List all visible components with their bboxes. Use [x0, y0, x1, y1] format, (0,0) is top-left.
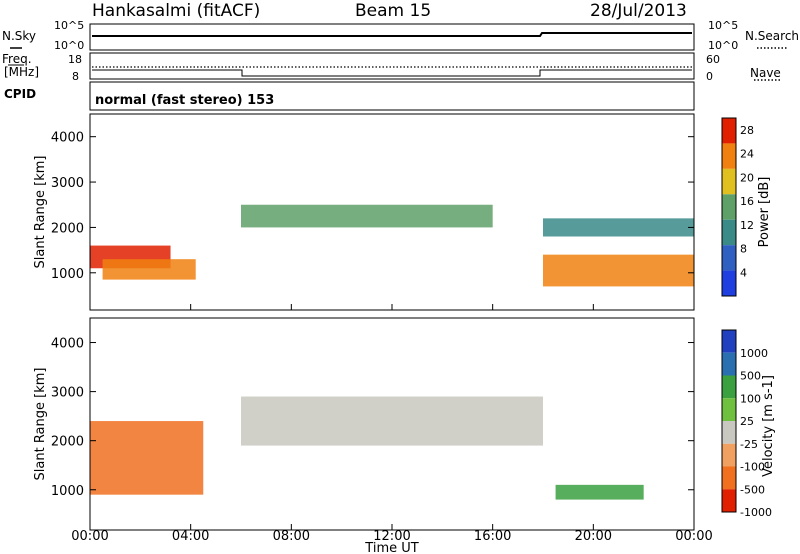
velocity-colorbar-tick-6: -500 — [740, 483, 765, 496]
time-axis: 00:00 04:00 08:00 12:00 16:00 20:00 00:00 — [71, 529, 712, 544]
freq-tick-top: 18 — [68, 53, 82, 66]
velocity-colorbar-segment-3 — [722, 398, 736, 421]
power-colorbar-segment-0 — [722, 118, 736, 144]
nsky-label: N.Sky — [2, 29, 37, 43]
power-colorbar-segment-6 — [722, 270, 736, 296]
station-title: Hankasalmi (fitACF) — [92, 1, 261, 21]
power-colorbar-segment-1 — [722, 143, 736, 169]
power-y-tick-label-0: 1000 — [51, 267, 84, 282]
velocity-colorbar-tick-1: 500 — [740, 370, 761, 383]
power-colorbar-segment-4 — [722, 219, 736, 246]
power-colorbar-segment-2 — [722, 168, 736, 195]
cpid-value: normal (fast stereo) 153 — [95, 93, 275, 108]
velocity-colorbar-segment-4 — [722, 421, 736, 444]
time-tick-label-4: 16:00 — [474, 529, 511, 544]
velocity-colorbar-label: Velocity [m s-1] — [761, 375, 776, 477]
power-y-axis-label: Slant Range [km] — [33, 156, 48, 269]
velocity-y-tick-label-1: 2000 — [51, 435, 84, 450]
velocity-region-2 — [555, 484, 644, 500]
power-region-1 — [102, 259, 196, 280]
velocity-colorbar-frame — [721, 329, 737, 513]
time-tick-label-6: 00:00 — [675, 529, 712, 544]
velocity-colorbar-tick-4: -25 — [740, 438, 758, 451]
time-tick-label-2: 08:00 — [273, 529, 310, 544]
power-colorbar-label: Power [dB] — [757, 177, 772, 248]
velocity-colorbar-segment-2 — [722, 375, 736, 399]
freq-label: Freq. — [2, 52, 32, 66]
velocity-y-tick-label-2: 3000 — [51, 386, 84, 401]
velocity-region-1 — [241, 396, 543, 446]
power-y-tick-label-2: 3000 — [51, 176, 84, 191]
time-tick-label-5: 20:00 — [575, 529, 612, 544]
time-tick-label-0: 00:00 — [71, 529, 108, 544]
velocity-colorbar-segment-1 — [722, 352, 736, 376]
freq-trace — [92, 69, 692, 77]
power-region-4 — [543, 218, 694, 237]
cpid-label: CPID — [4, 87, 37, 101]
cpid-panel-frame — [89, 81, 695, 111]
power-y-tick-label-3: 4000 — [51, 131, 84, 146]
noise-panel-frame — [89, 23, 695, 51]
noise-tick-top-right: 10^5 — [708, 19, 738, 32]
beam-title: Beam 15 — [355, 1, 432, 21]
power-colorbar-frame — [721, 117, 737, 297]
velocity-colorbar-tick-7: -1000 — [740, 506, 772, 519]
velocity-colorbar-segment-0 — [722, 330, 736, 353]
freq-panel-frame — [89, 52, 695, 80]
time-tick-label-1: 04:00 — [172, 529, 209, 544]
nave-tick-top: 60 — [706, 53, 720, 66]
noise-tick-top-left: 10^5 — [54, 19, 84, 32]
velocity-colorbar: 1000 500 100 25 -25 -100 -500 -1000 — [721, 329, 772, 519]
time-axis-label: Time UT — [364, 541, 418, 554]
power-axes: 1000 2000 3000 4000 — [51, 131, 695, 310]
noise-tick-bottom-left: 10^0 — [54, 39, 84, 52]
nave-tick-bottom: 0 — [706, 70, 713, 83]
power-colorbar: 4 8 12 16 20 24 28 — [721, 117, 754, 297]
nave-label: Nave — [750, 66, 781, 80]
velocity-colorbar-tick-2: 100 — [740, 392, 761, 405]
velocity-y-axis-label: Slant Range [km] — [33, 368, 48, 481]
freq-tick-bottom: 8 — [72, 70, 79, 83]
power-colorbar-tick-0: 4 — [740, 266, 747, 279]
power-regions — [90, 204, 694, 287]
velocity-colorbar-segment-5 — [722, 443, 736, 467]
power-colorbar-tick-5: 24 — [740, 148, 754, 161]
power-colorbar-tick-2: 12 — [740, 219, 754, 232]
power-colorbar-tick-6: 28 — [740, 124, 754, 137]
power-colorbar-segment-3 — [722, 194, 736, 220]
time-tick-label-3: 12:00 — [373, 529, 410, 544]
velocity-colorbar-segment-7 — [722, 489, 736, 512]
velocity-y-tick-label-3: 4000 — [51, 337, 84, 352]
power-region-3 — [543, 254, 694, 287]
noise-sky-trace — [92, 32, 692, 37]
power-region-2 — [241, 204, 493, 228]
nsearch-label: N.Search — [745, 29, 800, 43]
velocity-colorbar-segment-6 — [722, 466, 736, 490]
power-colorbar-tick-4: 20 — [740, 171, 754, 184]
velocity-axes: 1000 2000 3000 4000 — [51, 337, 695, 530]
freq-unit: [MHz] — [4, 65, 40, 79]
velocity-region-0 — [90, 421, 204, 495]
velocity-colorbar-tick-3: 25 — [740, 415, 754, 428]
power-colorbar-tick-1: 8 — [740, 243, 747, 256]
velocity-colorbar-tick-5: -100 — [740, 461, 765, 474]
power-y-tick-label-1: 2000 — [51, 221, 84, 236]
velocity-colorbar-tick-0: 1000 — [740, 347, 768, 360]
velocity-y-tick-label-0: 1000 — [51, 484, 84, 499]
date-title: 28/Jul/2013 — [590, 1, 687, 21]
velocity-regions — [90, 396, 644, 500]
noise-tick-bottom-right: 10^0 — [708, 39, 738, 52]
power-colorbar-segment-5 — [722, 245, 736, 271]
power-colorbar-tick-3: 16 — [740, 195, 754, 208]
